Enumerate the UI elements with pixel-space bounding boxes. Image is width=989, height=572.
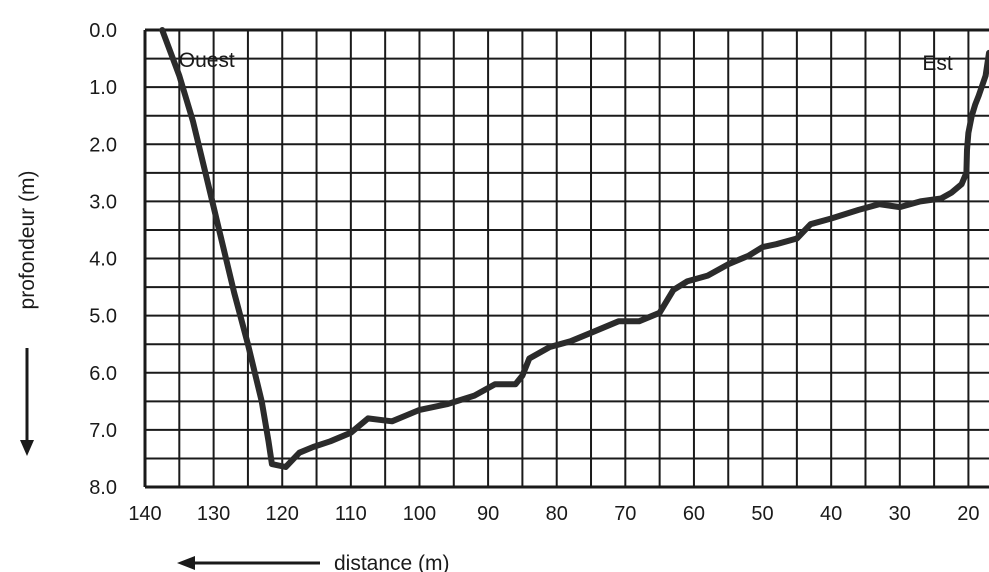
y-tick-label: 8.0 bbox=[89, 477, 117, 499]
x-tick-label: 50 bbox=[751, 503, 773, 525]
x-tick-label: 60 bbox=[683, 503, 705, 525]
annotation-est: Est bbox=[922, 52, 953, 75]
y-tick-label: 1.0 bbox=[89, 77, 117, 99]
y-axis-arrow-head-icon bbox=[20, 440, 34, 456]
y-tick-label: 7.0 bbox=[89, 420, 117, 442]
horizontal-gridlines bbox=[145, 29, 989, 488]
x-tick-label: 30 bbox=[889, 503, 911, 525]
x-tick-label: 130 bbox=[197, 503, 230, 525]
x-axis-title-group: distance (m) bbox=[177, 552, 450, 572]
y-axis-title-group: profondeur (m) bbox=[16, 171, 39, 456]
x-tick-label: 120 bbox=[266, 503, 299, 525]
y-tick-label: 3.0 bbox=[89, 191, 117, 213]
y-tick-label: 5.0 bbox=[89, 306, 117, 328]
axes bbox=[143, 28, 989, 489]
x-tick-labels: 140 130 120 110 100 90 80 70 60 50 40 30 20 bbox=[128, 503, 979, 525]
y-tick-label: 0.0 bbox=[89, 20, 117, 42]
x-tick-label: 100 bbox=[403, 503, 436, 525]
x-tick-label: 110 bbox=[335, 503, 367, 525]
y-tick-label: 2.0 bbox=[89, 134, 117, 156]
y-tick-label: 4.0 bbox=[89, 249, 117, 271]
x-tick-label: 140 bbox=[128, 503, 161, 525]
x-tick-label: 70 bbox=[614, 503, 636, 525]
series-layer bbox=[159, 27, 989, 470]
x-tick-label: 90 bbox=[477, 503, 499, 525]
x-tick-label: 40 bbox=[820, 503, 842, 525]
y-tick-label: 6.0 bbox=[89, 363, 117, 385]
x-tick-label: 80 bbox=[546, 503, 568, 525]
y-tick-labels: 0.0 1.0 2.0 3.0 4.0 5.0 6.0 7.0 8.0 bbox=[89, 20, 117, 499]
x-tick-label: 20 bbox=[957, 503, 979, 525]
annotation-ouest: Ouest bbox=[179, 49, 235, 72]
x-axis-arrow-head-icon bbox=[177, 556, 195, 570]
depth-profile-line bbox=[159, 27, 989, 470]
x-axis-title: distance (m) bbox=[334, 552, 450, 572]
y-axis-title: profondeur (m) bbox=[16, 171, 39, 310]
